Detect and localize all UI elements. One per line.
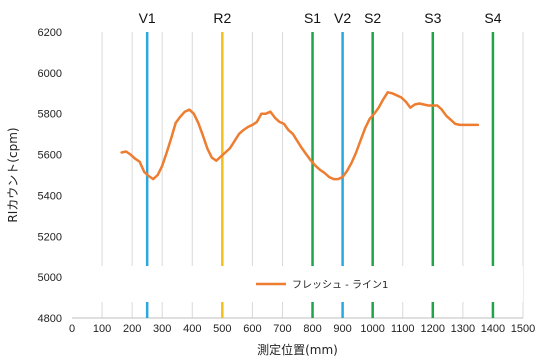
marker-label-v1: V1: [139, 10, 156, 26]
legend: フレッシュ - ライン1: [100, 266, 523, 302]
x-tick-label-0: 0: [69, 323, 75, 335]
x-tick-label-200: 200: [123, 323, 141, 335]
y-tick-label-5200: 5200: [38, 231, 62, 243]
series-line-fresh-line1: [120, 91, 480, 181]
y-tick-label-5600: 5600: [38, 150, 62, 162]
marker-label-r2: R2: [213, 10, 231, 26]
y-tick-label-5800: 5800: [38, 109, 62, 121]
x-tick-label-1400: 1400: [481, 323, 505, 335]
marker-label-s4: S4: [484, 10, 501, 26]
x-tick-label-100: 100: [93, 323, 111, 335]
x-tick-label-1300: 1300: [451, 323, 475, 335]
y-axis-title: RIカウント(cpm): [6, 127, 20, 222]
x-tick-label-900: 900: [333, 323, 351, 335]
x-tick-label-400: 400: [183, 323, 201, 335]
y-tick-label-6200: 6200: [38, 27, 62, 39]
y-tick-label-6000: 6000: [38, 68, 62, 80]
x-tick-label-600: 600: [243, 323, 261, 335]
legend-box: [100, 266, 523, 302]
legend-label: フレッシュ - ライン1: [292, 279, 388, 291]
marker-label-s3: S3: [424, 10, 441, 26]
marker-label-v2: V2: [334, 10, 351, 26]
x-tick-label-700: 700: [273, 323, 291, 335]
x-tick-label-1500: 1500: [511, 323, 535, 335]
y-tick-label-4800: 4800: [38, 313, 62, 325]
x-axis-title: 測定位置(mm): [257, 342, 338, 357]
y-tick-labels: 4800 5000 5200 5400 5600 5800 6000 6200: [38, 27, 62, 325]
marker-label-s1: S1: [304, 10, 321, 26]
x-tick-label-800: 800: [303, 323, 321, 335]
marker-label-s2: S2: [364, 10, 381, 26]
x-tick-label-1000: 1000: [360, 323, 384, 335]
y-tick-label-5400: 5400: [38, 190, 62, 202]
x-tick-label-300: 300: [153, 323, 171, 335]
x-tick-label-500: 500: [213, 323, 231, 335]
x-tick-labels: 0 100 200 300 400 500 600 700 800 900 1000 1100 1200…: [69, 323, 535, 335]
y-tick-label-5000: 5000: [38, 272, 62, 284]
x-tick-label-1100: 1100: [391, 323, 415, 335]
x-tick-label-1200: 1200: [421, 323, 445, 335]
